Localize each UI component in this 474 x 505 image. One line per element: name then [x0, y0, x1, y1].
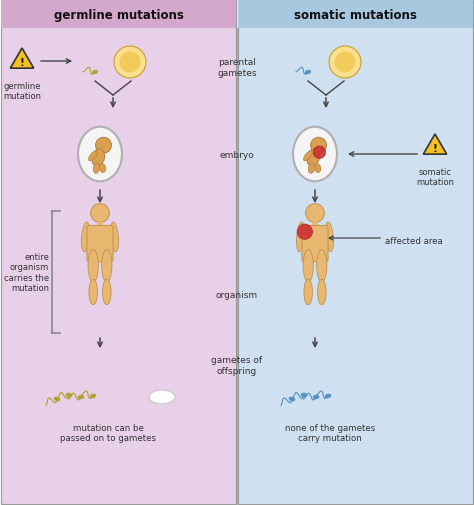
Bar [97, 223, 103, 228]
Ellipse shape [89, 152, 97, 162]
Ellipse shape [305, 71, 311, 75]
Ellipse shape [149, 390, 175, 404]
Text: germline
mutation: germline mutation [3, 82, 41, 101]
Ellipse shape [303, 250, 313, 282]
Ellipse shape [303, 152, 312, 162]
Bar [1, 1, 236, 504]
Circle shape [313, 147, 326, 159]
Ellipse shape [93, 164, 100, 174]
Ellipse shape [293, 127, 337, 182]
Text: affected area: affected area [385, 237, 443, 246]
Text: organism: organism [216, 290, 258, 299]
Ellipse shape [110, 223, 118, 252]
Text: embryo: embryo [219, 150, 255, 159]
Circle shape [297, 225, 312, 240]
Ellipse shape [317, 250, 327, 282]
Bar [238, 1, 473, 29]
Ellipse shape [66, 393, 72, 397]
Circle shape [96, 138, 111, 154]
Text: mutation can be
passed on to gametes: mutation can be passed on to gametes [60, 423, 156, 442]
Bar [312, 223, 318, 228]
Ellipse shape [307, 149, 319, 167]
Circle shape [306, 204, 324, 223]
Ellipse shape [318, 280, 326, 305]
Ellipse shape [90, 394, 96, 398]
Ellipse shape [102, 250, 112, 282]
Circle shape [119, 53, 140, 73]
Ellipse shape [82, 223, 90, 252]
FancyBboxPatch shape [302, 226, 328, 262]
Text: germline mutations: germline mutations [54, 9, 183, 21]
Ellipse shape [78, 127, 122, 182]
Ellipse shape [92, 149, 105, 167]
Ellipse shape [78, 395, 84, 399]
Ellipse shape [289, 397, 295, 401]
Ellipse shape [54, 397, 60, 401]
FancyBboxPatch shape [87, 226, 113, 262]
Circle shape [335, 53, 356, 73]
Ellipse shape [92, 71, 98, 75]
Circle shape [310, 138, 327, 154]
Text: none of the gametes
carry mutation: none of the gametes carry mutation [285, 423, 375, 442]
Ellipse shape [315, 165, 321, 173]
Text: !: ! [433, 144, 438, 154]
Bar [1, 1, 236, 29]
Circle shape [91, 204, 109, 223]
Ellipse shape [89, 280, 98, 305]
Ellipse shape [100, 165, 106, 173]
Text: !: ! [19, 58, 25, 68]
Ellipse shape [88, 250, 98, 282]
Ellipse shape [304, 280, 312, 305]
Ellipse shape [102, 280, 111, 305]
Text: somatic
mutation: somatic mutation [416, 168, 454, 187]
Ellipse shape [297, 223, 305, 252]
Ellipse shape [325, 394, 331, 398]
Text: gametes of
offspring: gametes of offspring [211, 356, 263, 375]
Bar [238, 1, 473, 504]
Text: parental
gametes: parental gametes [217, 58, 257, 78]
Circle shape [114, 47, 146, 79]
Ellipse shape [301, 393, 307, 397]
Text: somatic mutations: somatic mutations [294, 9, 417, 21]
Ellipse shape [326, 223, 334, 252]
Circle shape [329, 47, 361, 79]
Ellipse shape [308, 164, 315, 174]
Ellipse shape [313, 395, 319, 399]
Polygon shape [423, 135, 447, 155]
Text: entire
organism
carries the
mutation: entire organism carries the mutation [4, 252, 49, 292]
Polygon shape [10, 49, 34, 69]
